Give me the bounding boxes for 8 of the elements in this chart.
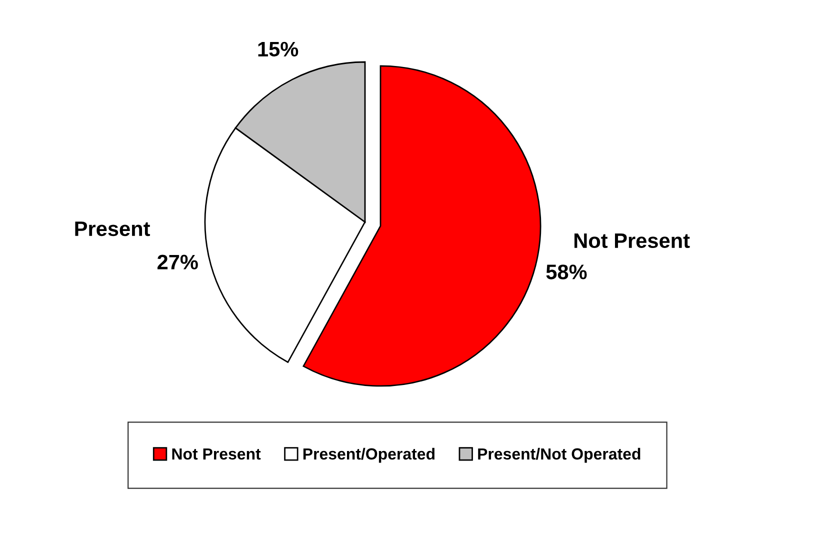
text: Not Present [574, 233, 690, 248]
data-label: 58% [546, 264, 587, 280]
data-label: 15% [258, 42, 298, 57]
legend-label: Present/Operated [303, 448, 434, 463]
legend-label: Not Present [172, 448, 261, 460]
text: Present [75, 222, 150, 236]
legend-label: Present/Not Operated [478, 448, 640, 463]
data-label: 27% [158, 254, 198, 270]
